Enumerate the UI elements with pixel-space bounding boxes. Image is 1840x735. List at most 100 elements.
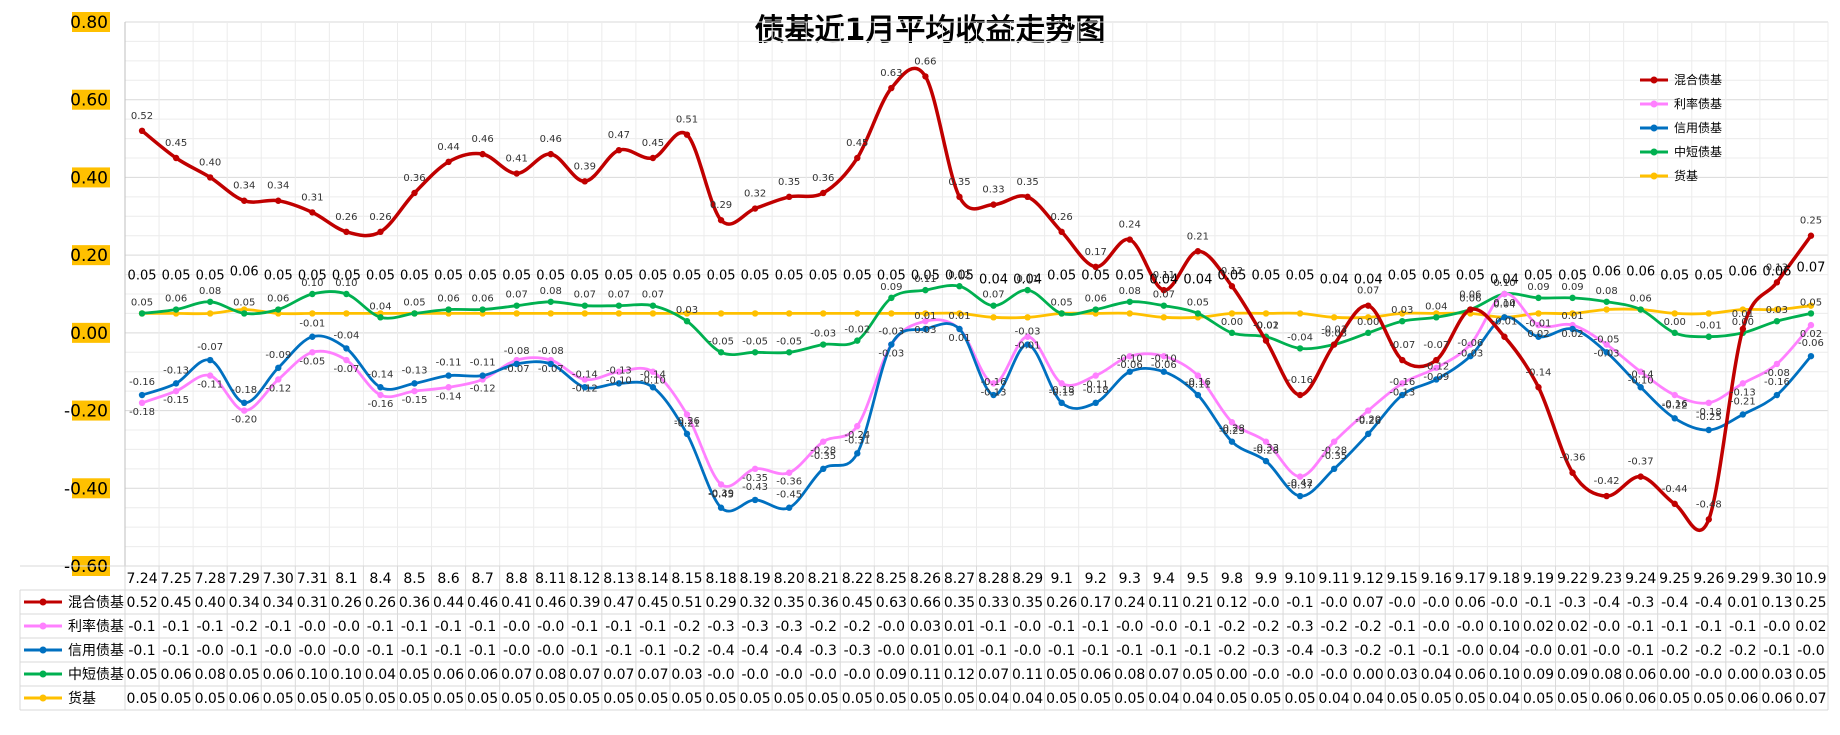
- data-point: [309, 349, 316, 356]
- table-cell: 0.29: [705, 595, 736, 611]
- data-label: 0.06: [267, 294, 289, 305]
- table-cell: 0.06: [1455, 667, 1486, 683]
- data-point: [1126, 352, 1133, 360]
- data-point: [751, 496, 759, 504]
- table-cell: 0.24: [1114, 595, 1145, 611]
- data-label: 0.05: [809, 268, 838, 283]
- data-label: 0.39: [574, 161, 596, 172]
- data-point: [1501, 290, 1508, 298]
- data-label: 0.05: [1252, 268, 1281, 283]
- data-point: [649, 384, 657, 391]
- table-cell: -0.1: [1048, 643, 1075, 659]
- x-tick-label: 9.15: [1387, 571, 1418, 587]
- data-point: [683, 411, 691, 418]
- x-tick-label: 8.28: [978, 571, 1009, 587]
- table-cell: 0.05: [195, 691, 226, 707]
- data-label: 0.05: [1524, 268, 1553, 283]
- data-point: [854, 450, 861, 457]
- y-tick: 0.40: [70, 167, 110, 188]
- data-label: -0.18: [1696, 407, 1722, 418]
- data-point: [1467, 352, 1474, 360]
- data-label: 0.46: [471, 134, 493, 145]
- data-label: 0.08: [199, 286, 221, 297]
- data-label: 0.11: [1016, 274, 1038, 285]
- table-cell: 0.12: [944, 667, 975, 683]
- data-point: [1705, 516, 1712, 523]
- data-label: 0.07: [506, 290, 528, 301]
- data-point: [1739, 411, 1747, 418]
- table-cell: 0.31: [297, 595, 328, 611]
- data-label: -0.03: [1594, 349, 1620, 360]
- data-label: 0.07: [1153, 290, 1175, 301]
- table-cell: 0.06: [263, 667, 294, 683]
- table-cell: -0.2: [673, 643, 700, 659]
- x-tick-label: 8.20: [774, 571, 805, 587]
- x-tick-label: 8.29: [1012, 571, 1043, 587]
- data-point: [206, 174, 214, 181]
- data-point: [990, 314, 997, 321]
- x-tick-label: 7.28: [195, 571, 226, 587]
- data-label: -0.10: [640, 376, 666, 387]
- data-label: 0.06: [1626, 265, 1655, 280]
- data-point: [956, 310, 963, 317]
- table-cell: 0.34: [263, 595, 294, 611]
- data-label: 0.06: [437, 294, 459, 305]
- table-cell: 0.05: [535, 691, 566, 707]
- table-row: 中短债基 0.05 0.06 0.08 0.05 0.06 0.10 0.10 0.04 0.05…: [24, 666, 1827, 683]
- data-point: [1330, 341, 1338, 348]
- x-tick-label: 8.8: [506, 571, 528, 587]
- data-point: [751, 310, 759, 317]
- data-label: -0.03: [810, 329, 836, 340]
- table-cell: -0.0: [537, 619, 564, 635]
- data-point: [1773, 306, 1781, 313]
- data-point: [922, 310, 929, 317]
- table-cell: 0.45: [161, 595, 192, 611]
- table-cell: 0.44: [433, 595, 464, 611]
- data-point: [275, 364, 282, 372]
- table-cell: 0.45: [637, 595, 668, 611]
- data-label: 0.04: [1320, 272, 1349, 287]
- x-tick-label: 9.25: [1659, 571, 1690, 587]
- data-point: [1807, 302, 1815, 309]
- data-label: -0.26: [674, 416, 700, 427]
- table-cell: -0.1: [1389, 619, 1416, 635]
- data-label: 0.44: [437, 142, 459, 153]
- data-label: -0.42: [1594, 476, 1620, 487]
- data-label: -0.28: [1321, 446, 1347, 457]
- data-label: 0.05: [264, 268, 293, 283]
- data-label: -0.16: [1662, 399, 1688, 410]
- data-label: 0.01: [1561, 311, 1583, 322]
- table-cell: -0.3: [1252, 643, 1279, 659]
- data-label: 0.03: [1766, 305, 1788, 316]
- table-cell: 0.25: [1795, 595, 1826, 611]
- table-cell: -0.0: [776, 667, 803, 683]
- table-cell: 0.05: [1387, 691, 1418, 707]
- data-point: [581, 376, 589, 383]
- x-tick-label: 8.14: [637, 571, 668, 587]
- table-cell: -0.2: [231, 619, 258, 635]
- data-label: -0.01: [1253, 321, 1279, 332]
- data-point: [1296, 310, 1304, 317]
- data-point: [1126, 310, 1133, 317]
- table-cell: 0.07: [603, 667, 634, 683]
- data-label: 0.47: [608, 130, 630, 141]
- data-point: [1364, 314, 1372, 321]
- data-label: 0.05: [741, 268, 770, 283]
- table-cell: 0.06: [1625, 691, 1656, 707]
- table-cell: -0.1: [401, 619, 428, 635]
- data-point: [1399, 318, 1406, 325]
- table-cell: 0.03: [910, 619, 941, 635]
- data-label: 0.06: [1459, 294, 1481, 305]
- x-tick-label: 9.22: [1557, 571, 1588, 587]
- data-label: -0.13: [163, 365, 189, 376]
- table-cell: -0.0: [537, 643, 564, 659]
- data-point: [411, 310, 418, 317]
- data-point: [1569, 325, 1576, 333]
- table-cell: -0.0: [1593, 643, 1620, 659]
- table-cell: -0.1: [571, 643, 598, 659]
- data-point: [1024, 193, 1031, 201]
- data-label: 0.05: [570, 268, 599, 283]
- data-label: 0.00: [1221, 317, 1243, 328]
- x-tick-label: 8.26: [910, 571, 941, 587]
- y-tick-highlight: [72, 167, 110, 188]
